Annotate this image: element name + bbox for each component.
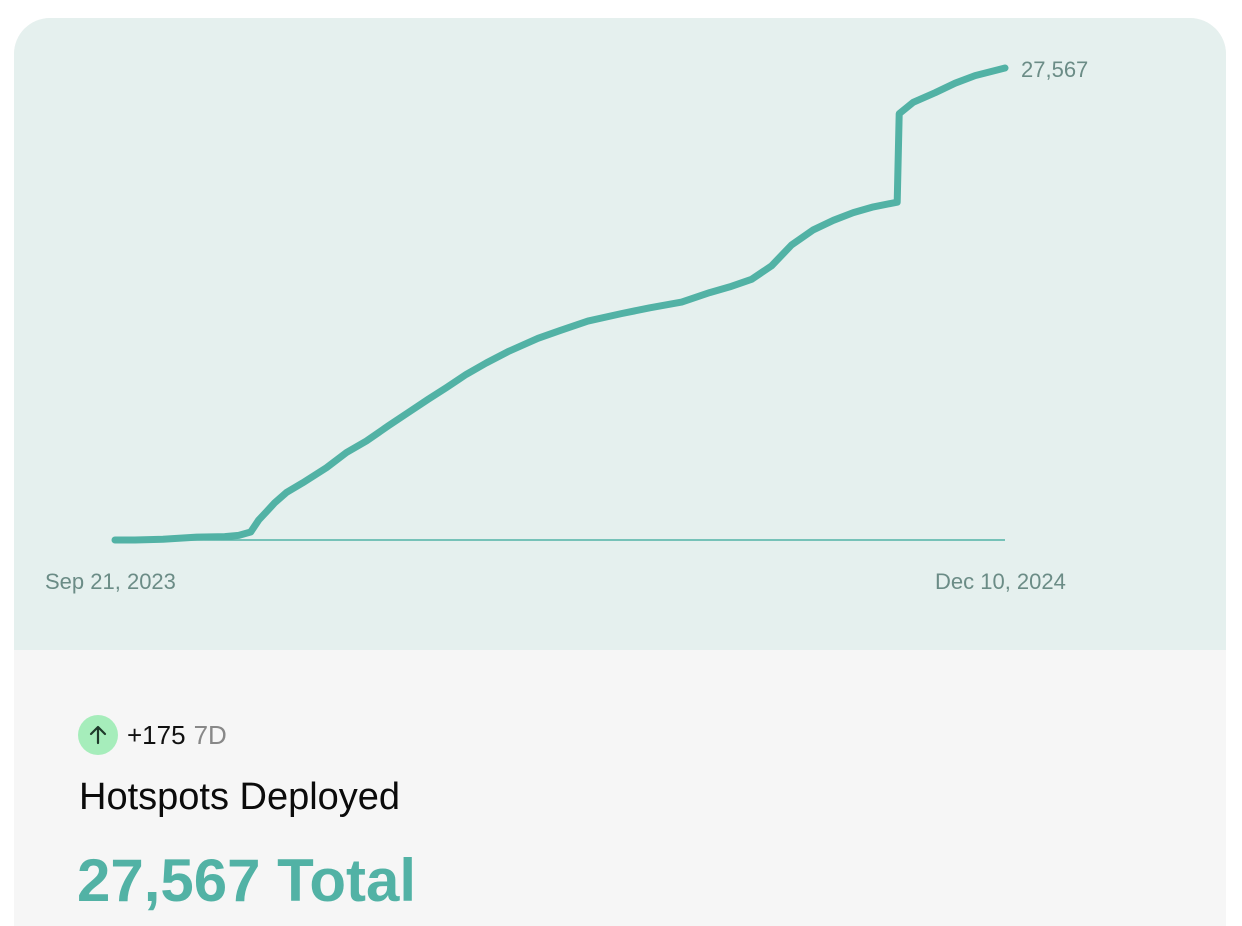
arrow-up-icon [78,715,118,755]
series-line-hotspots [111,64,1009,544]
x-tick-label-end: Dec 10, 2024 [935,569,1066,594]
metric-title: Hotspots Deployed [79,776,401,818]
metric-total: 27,567 Total [77,847,417,914]
stats-panel: +175 7D Hotspots Deployed 27,567 Total [14,650,1226,926]
change-value: +175 [127,719,186,750]
line-chart: 27,567 Sep 21, 2023 Dec 10, 2024 [45,57,1088,594]
end-value-label: 27,567 [1021,57,1088,82]
change-period: 7D [193,719,227,750]
hotspots-card: 27,567 Sep 21, 2023 Dec 10, 2024 +175 7D… [14,18,1226,926]
chart-area: 27,567 Sep 21, 2023 Dec 10, 2024 [14,18,1226,650]
x-tick-label-start: Sep 21, 2023 [45,569,176,594]
change-indicator: +175 7D [78,715,227,755]
